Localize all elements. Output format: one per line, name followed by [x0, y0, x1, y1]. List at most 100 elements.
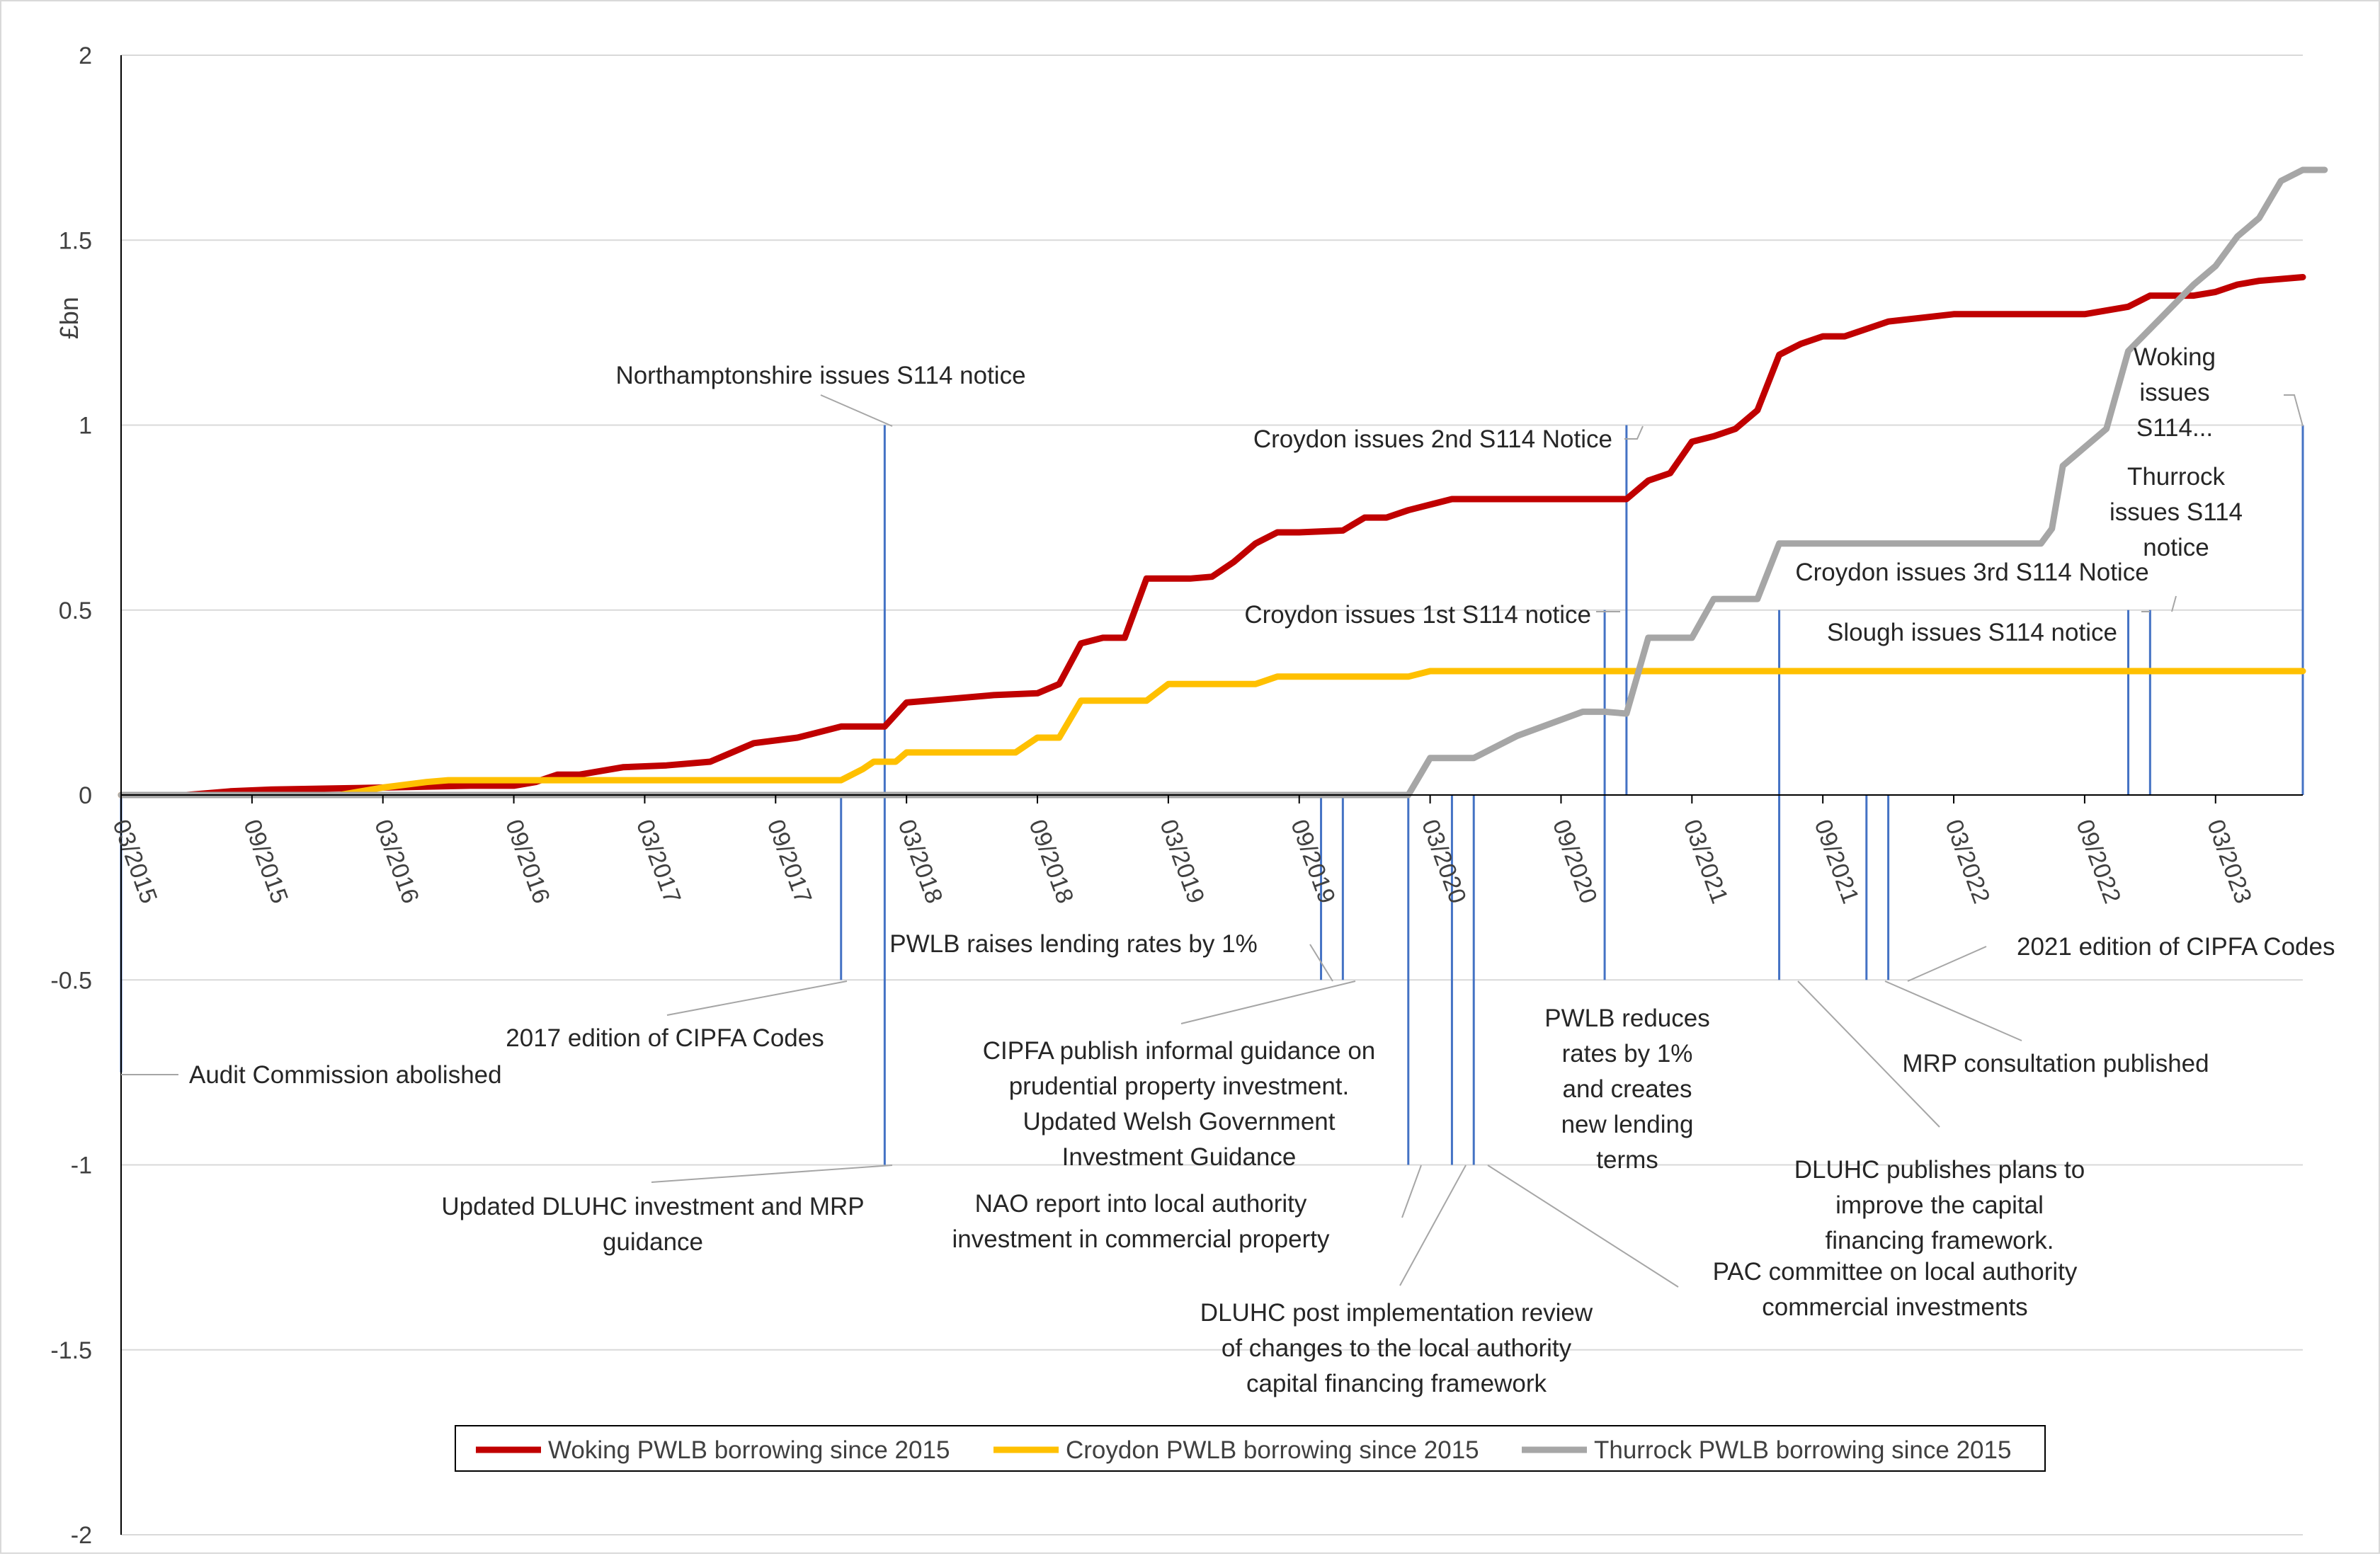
y-tick-label: -2: [71, 1522, 92, 1549]
annotation-cipfa-informal: CIPFA publish informal guidance on pruden…: [983, 1037, 1376, 1171]
y-axis-title: £bn: [55, 297, 84, 339]
leader-line-cipfa-2017: [666, 980, 848, 1016]
annotation-dluhc-plans: DLUHC publishes plans to improve the capi…: [1794, 1156, 2085, 1254]
annotation-line: guidance: [603, 1228, 703, 1256]
legend-label-woking: Woking PWLB borrowing since 2015: [548, 1436, 950, 1464]
legend-entry-woking[interactable]: Woking PWLB borrowing since 2015: [476, 1436, 950, 1464]
annotation-line: of changes to the local authority: [1222, 1334, 1572, 1362]
annotation-line: rates by 1%: [1562, 1040, 1693, 1068]
annotation-line: DLUHC post implementation review: [1200, 1299, 1593, 1327]
annotation-line: new lending: [1561, 1111, 1694, 1138]
series-line-croydon: [118, 668, 2306, 799]
x-tick-label: 03/2016: [369, 816, 424, 907]
annotation-line: 2021 edition of CIPFA Codes: [2017, 933, 2335, 961]
leader-line-cipfa-informal: [1180, 980, 1356, 1024]
y-tick-label: 0.5: [59, 597, 92, 624]
leader-line-pac-committee: [1487, 1165, 1679, 1288]
annotation-line: PWLB raises lending rates by 1%: [889, 930, 1257, 958]
annotation-croydon-2nd: Croydon issues 2nd S114 Notice: [1253, 425, 1612, 453]
annotation-northamptonshire: Northamptonshire issues S114 notice: [615, 362, 1025, 389]
legend: Woking PWLB borrowing since 2015 Croydon…: [455, 1425, 2046, 1472]
legend-entry-croydon[interactable]: Croydon PWLB borrowing since 2015: [993, 1436, 1479, 1464]
annotation-line: commercial investments: [1762, 1293, 2027, 1321]
annotation-line: PWLB reduces: [1544, 1005, 1709, 1032]
legend-box: [455, 1425, 2046, 1472]
annotation-line: improve the capital: [1835, 1191, 2044, 1219]
leader-line-nao-report: [1401, 1165, 1422, 1218]
x-tick-label: 09/2016: [500, 816, 555, 907]
series-line-woking: [118, 274, 2306, 799]
annotation-line: investment in commercial property: [952, 1225, 1330, 1253]
leader-line-thurrock: [2171, 595, 2177, 612]
x-tick-label: 03/2017: [631, 816, 686, 907]
annotation-line: Updated DLUHC investment and MRP: [441, 1193, 864, 1220]
y-tick-label: 2: [79, 42, 92, 69]
annotation-pwlb-raises: PWLB raises lending rates by 1%: [889, 930, 1257, 958]
annotation-line: PAC committee on local authority: [1713, 1258, 2078, 1286]
annotation-pac-committee: PAC committee on local authority commerci…: [1713, 1258, 2078, 1321]
annotation-slough: Slough issues S114 notice: [1827, 619, 2117, 646]
annotation-thurrock: Thurrock issues S114 notice: [2109, 463, 2243, 561]
series-line-thurrock: [118, 166, 2328, 799]
annotation-line: S114...: [2136, 414, 2213, 442]
annotation-line: Thurrock: [2127, 463, 2226, 491]
x-tick-label: 03/2018: [893, 816, 948, 907]
legend-entry-thurrock[interactable]: Thurrock PWLB borrowing since 2015: [1522, 1436, 2011, 1464]
annotation-line: financing framework.: [1826, 1227, 2054, 1254]
annotation-line: notice: [2143, 534, 2209, 561]
annotation-woking: Woking issues S114...: [2134, 343, 2216, 442]
annotation-line: prudential property investment.: [1009, 1072, 1350, 1100]
leader-line-croydon-2nd: [1624, 425, 1644, 440]
y-tick-label: -1: [71, 1152, 92, 1179]
series-lines: [118, 166, 2328, 799]
x-tick-label: 03/2023: [2202, 816, 2257, 907]
leader-line-dluhc-guidance: [651, 1165, 893, 1183]
x-tick-label: 09/2019: [1285, 816, 1340, 907]
x-tick-label: 09/2018: [1024, 816, 1079, 907]
leader-line-dluhc-pir: [1399, 1165, 1467, 1286]
annotation-croydon-3rd: Croydon issues 3rd S114 Notice: [1795, 559, 2148, 586]
y-tick-label: 0: [79, 782, 92, 809]
x-tick-label: 03/2020: [1416, 816, 1471, 907]
leader-line-woking: [2284, 394, 2304, 427]
annotation-line: Croydon issues 1st S114 notice: [1244, 601, 1591, 629]
leader-line-pwlb-raises: [1309, 944, 1333, 982]
x-tick-label: 09/2017: [762, 816, 817, 907]
y-tick-label: -1.5: [50, 1337, 92, 1364]
annotation-line: MRP consultation published: [1902, 1050, 2209, 1077]
annotation-line: Investment Guidance: [1062, 1143, 1297, 1171]
annotation-cipfa-2017: 2017 edition of CIPFA Codes: [506, 1024, 824, 1052]
x-tick-label: 09/2020: [1547, 816, 1602, 907]
x-tick-label: 03/2021: [1678, 816, 1733, 907]
annotation-dluhc-guidance: Updated DLUHC investment and MRP guidance: [441, 1193, 864, 1256]
annotation-line: DLUHC publishes plans to: [1794, 1156, 2085, 1184]
annotation-line: terms: [1596, 1146, 1658, 1174]
leader-line-dluhc-plans: [1797, 980, 1940, 1128]
legend-label-thurrock: Thurrock PWLB borrowing since 2015: [1594, 1436, 2011, 1464]
annotation-mrp-consultation: MRP consultation published: [1902, 1050, 2209, 1077]
legend-label-croydon: Croydon PWLB borrowing since 2015: [1066, 1436, 1479, 1464]
annotation-pwlb-reduces: PWLB reduces rates by 1% and creates new le…: [1544, 1005, 1709, 1174]
y-tick-label: 1: [79, 413, 92, 440]
x-tick-label: 09/2022: [2071, 816, 2126, 907]
annotation-line: Croydon issues 3rd S114 Notice: [1795, 559, 2148, 586]
event-markers: [120, 425, 2304, 1165]
annotation-line: Audit Commission abolished: [189, 1061, 502, 1089]
x-tick-label: 03/2022: [1940, 816, 1995, 907]
annotation-line: CIPFA publish informal guidance on: [983, 1037, 1376, 1065]
annotation-croydon-1st: Croydon issues 1st S114 notice: [1244, 601, 1591, 629]
annotation-line: Northamptonshire issues S114 notice: [615, 362, 1025, 389]
annotation-nao-report: NAO report into local authority investmen…: [952, 1190, 1330, 1253]
annotation-line: Updated Welsh Government: [1023, 1108, 1336, 1135]
axes: 2 1.5 1 0.5 0 -0.5 -1 -1.5 -2 £bn 03/2015 09/2015 03…: [50, 42, 2303, 1549]
y-tick-label: 1.5: [59, 227, 92, 254]
x-tick-label: 03/2019: [1154, 816, 1209, 907]
annotation-line: Slough issues S114 notice: [1827, 619, 2117, 646]
annotation-line: capital financing framework: [1246, 1370, 1547, 1397]
annotation-cipfa-2021: 2021 edition of CIPFA Codes: [2017, 933, 2335, 961]
y-tick-label: -0.5: [50, 967, 92, 994]
x-tick-label: 03/2015: [107, 816, 162, 907]
